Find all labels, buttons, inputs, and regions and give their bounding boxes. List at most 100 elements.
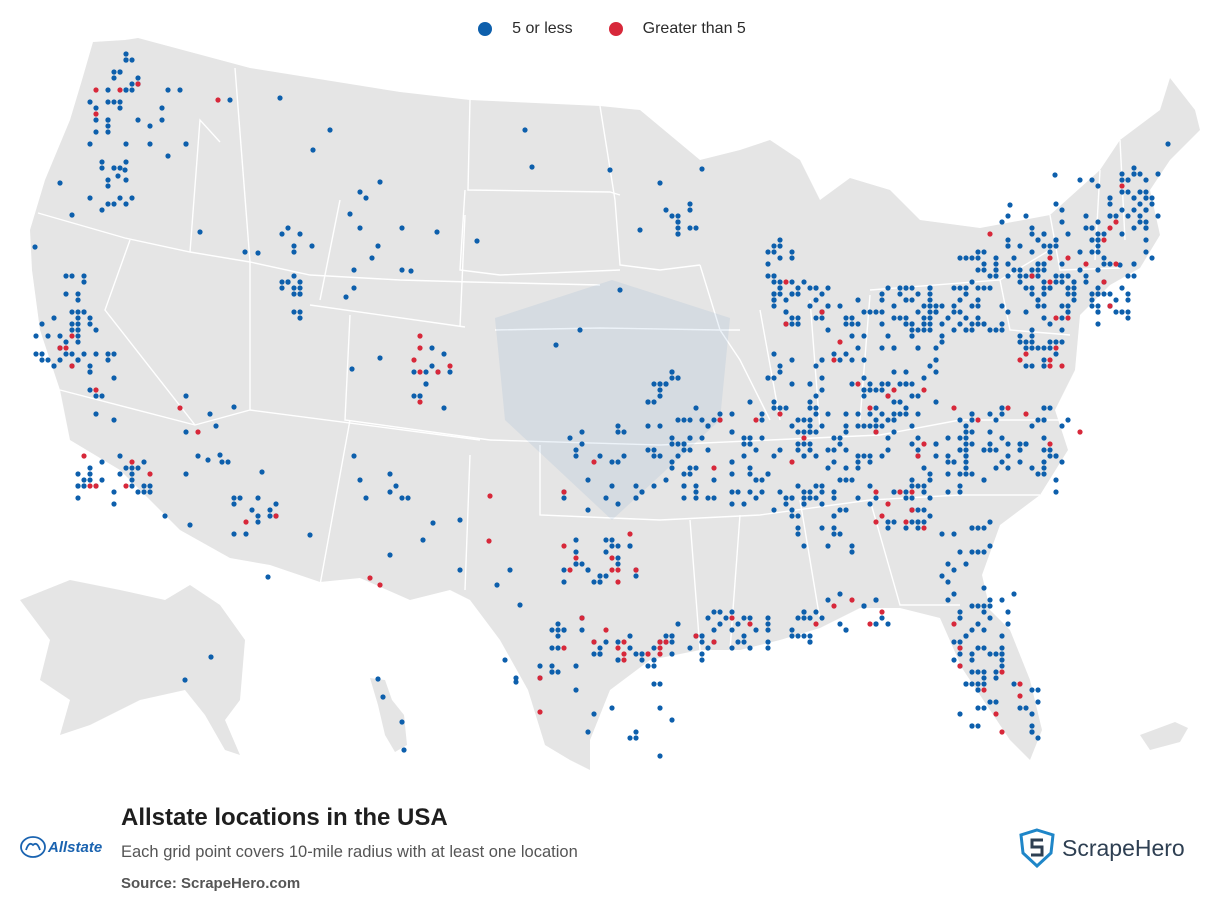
location-point-low [687,465,693,471]
location-point-high [561,645,567,651]
location-point-high [579,615,585,621]
location-point-low [63,339,69,345]
location-point-low [165,87,171,93]
location-point-low [1041,285,1047,291]
location-point-low [975,705,981,711]
location-point-low [1005,213,1011,219]
location-point-low [651,447,657,453]
location-point-low [1029,465,1035,471]
location-point-low [197,229,203,235]
location-point-low [1059,273,1065,279]
location-point-low [957,549,963,555]
location-point-low [1041,267,1047,273]
location-point-low [855,423,861,429]
location-point-low [813,483,819,489]
location-point-high [195,429,201,435]
location-point-low [981,477,987,483]
legend-item-low: 5 or less [478,20,573,38]
location-point-low [861,309,867,315]
location-point-low [849,543,855,549]
location-point-high [69,333,75,339]
location-point-low [699,639,705,645]
location-point-low [93,351,99,357]
location-point-low [951,591,957,597]
location-point-low [705,423,711,429]
location-point-low [861,423,867,429]
location-point-low [903,405,909,411]
location-point-low [987,273,993,279]
location-point-low [831,531,837,537]
location-point-high [849,597,855,603]
location-point-low [291,243,297,249]
location-point-low [975,315,981,321]
location-point-low [573,687,579,693]
location-point-low [927,513,933,519]
location-point-low [363,195,369,201]
location-point-low [885,285,891,291]
location-point-low [801,495,807,501]
location-point-low [237,495,243,501]
location-point-low [615,543,621,549]
location-point-low [1041,405,1047,411]
location-point-low [945,561,951,567]
location-point-low [1065,309,1071,315]
location-point-low [1107,201,1113,207]
location-point-low [1011,267,1017,273]
subtitle: Each grid point covers 10-mile radius wi… [121,843,578,861]
location-point-low [1035,273,1041,279]
location-point-high [1047,363,1053,369]
location-point-low [1029,267,1035,273]
location-point-high [783,279,789,285]
location-point-low [669,651,675,657]
location-point-low [217,452,223,458]
location-point-low [111,99,117,105]
location-point-low [663,381,669,387]
location-point-high [999,669,1005,675]
location-point-low [1107,291,1113,297]
location-point-high [621,639,627,645]
location-point-low [357,477,363,483]
location-point-low [1035,699,1041,705]
location-point-low [759,477,765,483]
location-point-low [669,639,675,645]
location-point-low [957,651,963,657]
location-point-low [675,441,681,447]
location-point-low [1095,285,1101,291]
location-point-low [963,429,969,435]
location-point-low [1143,219,1149,225]
location-point-low [963,447,969,453]
location-point-low [663,633,669,639]
location-point-high [993,711,999,717]
location-point-low [993,447,999,453]
location-point-high [93,87,99,93]
location-point-low [242,249,248,255]
location-point-low [765,615,771,621]
location-point-low [111,417,117,423]
location-point-low [813,429,819,435]
location-point-low [393,483,399,489]
location-point-low [837,435,843,441]
location-point-low [375,243,381,249]
page-title: Allstate locations in the USA [121,804,448,831]
location-point-low [1095,249,1101,255]
location-point-low [1131,165,1137,171]
location-point-low [141,483,147,489]
location-point-low [987,603,993,609]
location-point-low [297,231,303,237]
location-point-low [843,507,849,513]
location-point-low [801,279,807,285]
location-point-low [849,321,855,327]
location-point-low [615,423,621,429]
location-point-high [1107,303,1113,309]
location-point-low [1083,225,1089,231]
location-point-low [87,99,93,105]
location-point-high [1119,183,1125,189]
location-point-low [513,679,519,685]
location-point-low [735,639,741,645]
location-point-high [243,519,249,525]
location-point-low [939,333,945,339]
location-point-low [1029,333,1035,339]
location-point-high [663,639,669,645]
location-point-low [401,747,407,753]
location-point-low [957,321,963,327]
